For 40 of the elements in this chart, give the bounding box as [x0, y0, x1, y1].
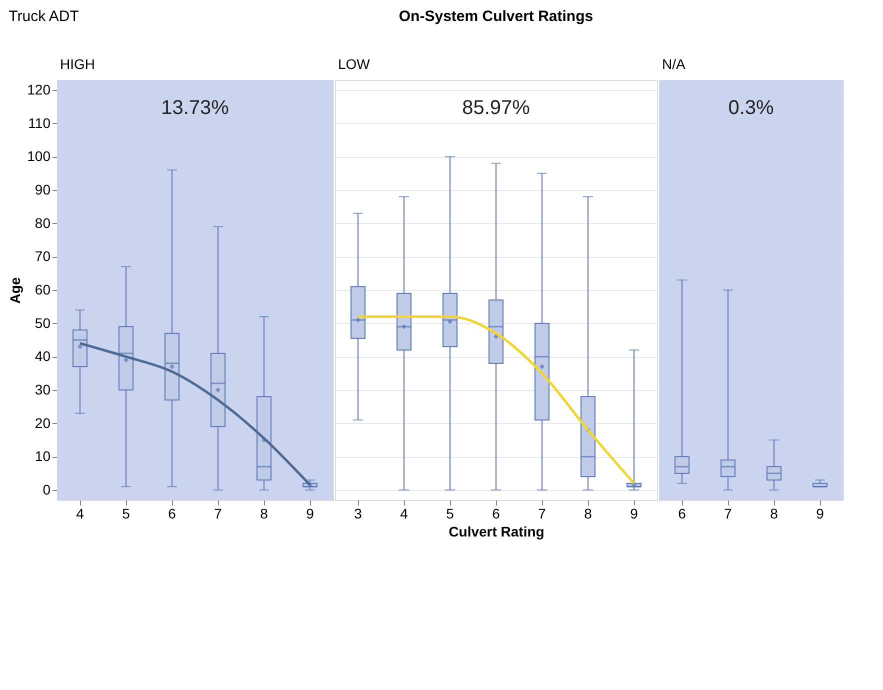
x-tick-label: 8	[584, 506, 592, 522]
y-tick-label: 80	[34, 214, 51, 231]
x-tick-label: 8	[260, 506, 268, 522]
y-tick-label: 100	[27, 148, 51, 164]
x-tick-label: 8	[770, 506, 778, 522]
x2-axis-title: HIGH	[60, 56, 95, 72]
y-tick-label: 30	[34, 382, 51, 398]
x-tick-label: 6	[168, 506, 176, 522]
y-tick-label: 120	[27, 82, 51, 98]
y-tick-label: 40	[34, 348, 51, 364]
x-tick-label: 7	[724, 506, 732, 522]
annotation: 0.3%	[728, 97, 774, 119]
x-tick-label: 6	[678, 506, 686, 522]
y-tick-label: 60	[34, 282, 51, 298]
chart-subtitle: Truck ADT	[8, 8, 79, 25]
y-tick-label: 110	[28, 114, 51, 131]
y-axis-title: Age	[7, 277, 24, 304]
annotation: 85.97%	[462, 97, 530, 119]
x-tick-label: 5	[446, 506, 454, 522]
x-tick-label: 9	[630, 506, 638, 522]
x-tick-label: 9	[816, 506, 824, 522]
x-tick-label: 6	[492, 506, 500, 522]
x-tick-label: 9	[306, 506, 314, 522]
x2-axis-title: LOW	[338, 56, 371, 72]
y-tick-label: 90	[34, 182, 51, 198]
y-tick-label: 70	[34, 248, 51, 264]
x-tick-label: 4	[400, 506, 408, 522]
y-tick-label: 50	[34, 314, 51, 331]
x-axis-title: Culvert Rating	[448, 524, 544, 540]
y-tick-label: 10	[34, 448, 51, 464]
x-tick-label: 7	[214, 506, 222, 522]
y-tick-label: 20	[34, 414, 51, 431]
x2-axis-title: N/A	[662, 56, 686, 72]
chart-title: On-System Culvert Ratings	[398, 8, 594, 25]
annotation: 13.73%	[161, 97, 230, 119]
x-tick-label: 3	[354, 506, 362, 522]
x-tick-label: 7	[538, 506, 546, 522]
x-tick-label: 5	[122, 506, 130, 522]
y-tick-label: 0	[42, 482, 51, 498]
x-tick-label: 4	[76, 506, 84, 522]
